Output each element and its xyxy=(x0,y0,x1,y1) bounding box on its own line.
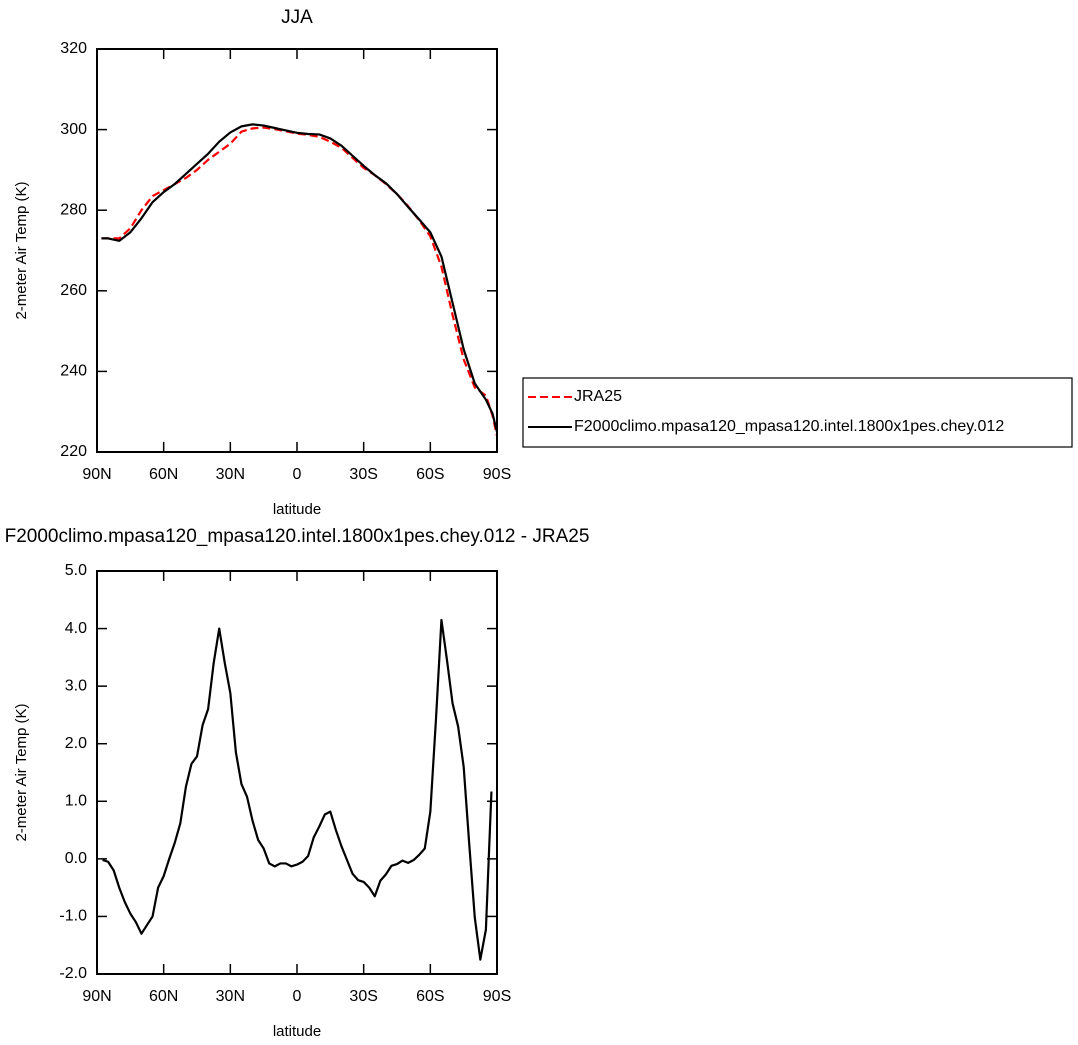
x-tick-label: 90N xyxy=(82,988,111,1005)
x-tick-label: 60S xyxy=(416,988,444,1005)
y-axis-label: 2-meter Air Temp (K) xyxy=(13,703,30,841)
y-tick-label: 220 xyxy=(60,443,87,460)
y-tick-label: 280 xyxy=(60,201,87,218)
y-tick-label: 260 xyxy=(60,282,87,299)
x-tick-label: 90S xyxy=(483,466,511,483)
y-tick-label: 2.0 xyxy=(65,735,87,752)
y-tick-label: -2.0 xyxy=(59,965,87,982)
x-tick-label: 60N xyxy=(149,988,178,1005)
x-tick-label: 30N xyxy=(216,988,245,1005)
x-tick-label: 60S xyxy=(416,466,444,483)
chart-title: JJA xyxy=(281,7,313,28)
y-tick-label: 5.0 xyxy=(65,562,87,579)
x-tick-label: 30S xyxy=(349,988,377,1005)
x-axis-label: latitude xyxy=(273,1023,321,1040)
data-line xyxy=(101,123,499,433)
x-tick-label: 30S xyxy=(349,466,377,483)
x-axis-label: latitude xyxy=(273,501,321,518)
chart-title: F2000climo.mpasa120_mpasa120.intel.1800x… xyxy=(5,526,590,547)
y-axis-label: 2-meter Air Temp (K) xyxy=(13,181,30,319)
y-tick-label: 0.0 xyxy=(65,850,87,867)
x-tick-label: 0 xyxy=(293,988,302,1005)
y-tick-label: 320 xyxy=(60,40,87,57)
x-tick-label: 30N xyxy=(216,466,245,483)
x-tick-label: 60N xyxy=(149,466,178,483)
y-tick-label: 1.0 xyxy=(65,793,87,810)
x-tick-label: 0 xyxy=(293,466,302,483)
data-line xyxy=(101,126,499,437)
y-tick-label: 3.0 xyxy=(65,677,87,694)
y-tick-label: -1.0 xyxy=(59,908,87,925)
data-line xyxy=(102,618,493,961)
plot-frame xyxy=(96,570,498,975)
legend-label: F2000climo.mpasa120_mpasa120.intel.1800x… xyxy=(574,418,1004,435)
y-tick-label: 4.0 xyxy=(65,620,87,637)
legend-box xyxy=(522,377,1073,448)
y-tick-label: 240 xyxy=(60,363,87,380)
x-tick-label: 90S xyxy=(483,988,511,1005)
x-tick-label: 90N xyxy=(82,466,111,483)
plot-frame xyxy=(96,48,498,453)
legend-label: JRA25 xyxy=(574,388,622,405)
y-tick-label: 300 xyxy=(60,121,87,138)
